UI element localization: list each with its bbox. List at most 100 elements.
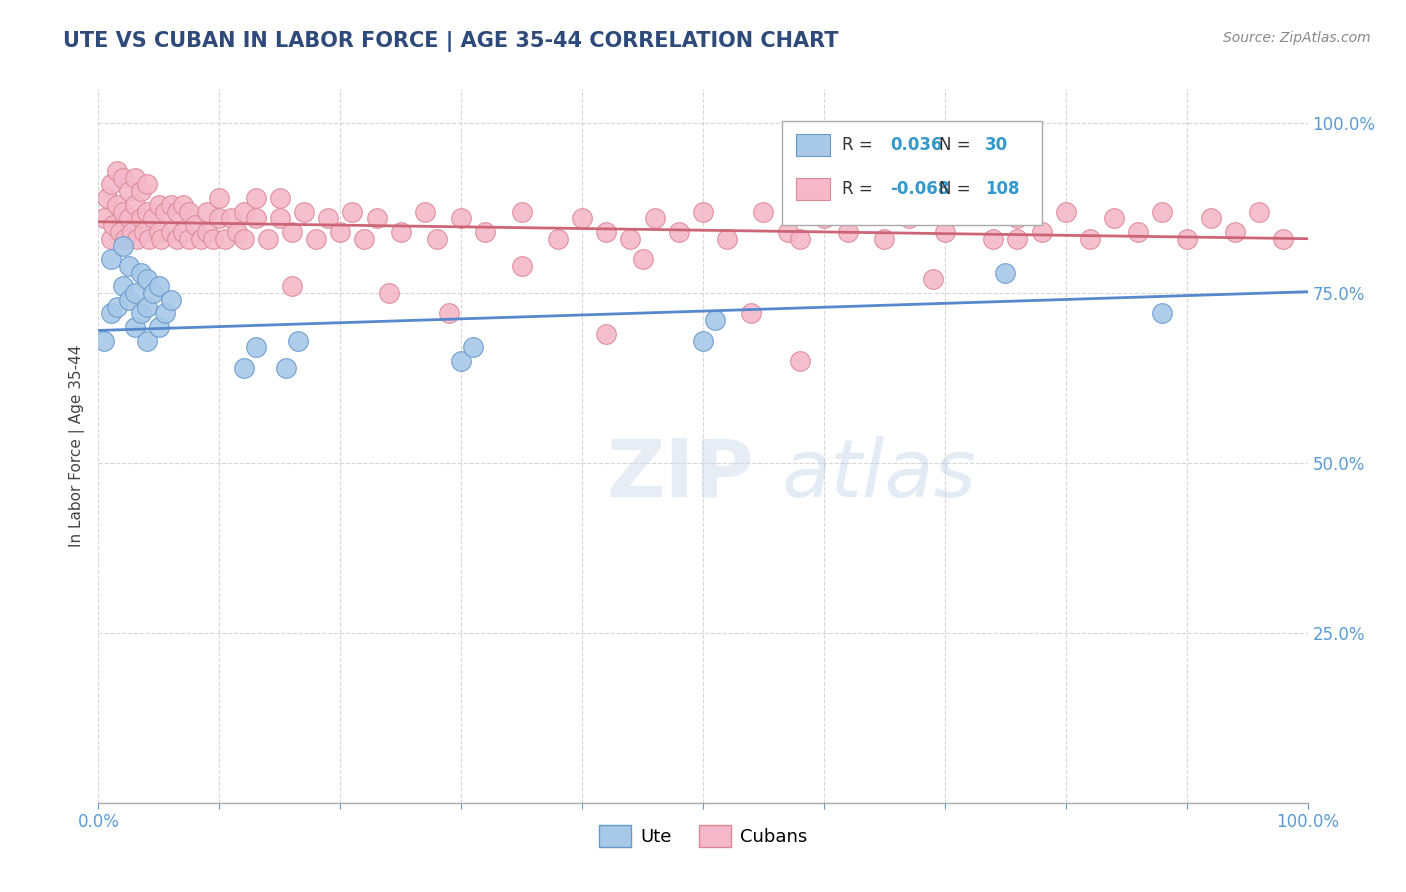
- Point: [135, 272, 157, 286]
- Point: [184, 218, 207, 232]
- Point: [921, 272, 943, 286]
- Point: [1249, 204, 1271, 219]
- Point: [153, 204, 176, 219]
- Point: [692, 334, 714, 348]
- Point: [105, 300, 128, 314]
- Y-axis label: In Labor Force | Age 35-44: In Labor Force | Age 35-44: [69, 345, 84, 547]
- Point: [510, 204, 533, 219]
- Bar: [796, 178, 830, 200]
- Point: [142, 286, 165, 301]
- Point: [111, 204, 134, 219]
- Point: [160, 225, 183, 239]
- Point: [510, 259, 533, 273]
- Text: R =: R =: [842, 180, 873, 198]
- Point: [437, 306, 460, 320]
- Point: [269, 191, 291, 205]
- Point: [595, 225, 617, 239]
- Point: [413, 204, 436, 219]
- Point: [377, 286, 399, 301]
- Point: [631, 252, 654, 266]
- Point: [148, 320, 170, 334]
- Point: [202, 232, 225, 246]
- Point: [389, 225, 412, 239]
- Point: [813, 211, 835, 226]
- Point: [1128, 225, 1150, 239]
- Point: [105, 163, 128, 178]
- Point: [160, 293, 183, 307]
- Point: [148, 225, 170, 239]
- Point: [595, 326, 617, 341]
- Point: [124, 320, 146, 334]
- Point: [232, 360, 254, 375]
- Point: [172, 198, 194, 212]
- Point: [1031, 225, 1053, 239]
- Point: [752, 204, 775, 219]
- Point: [124, 170, 146, 185]
- Point: [111, 238, 134, 252]
- Point: [124, 286, 146, 301]
- Point: [245, 341, 267, 355]
- Point: [121, 225, 143, 239]
- Point: [1102, 211, 1125, 226]
- Text: R =: R =: [842, 136, 873, 153]
- Text: 108: 108: [984, 180, 1019, 198]
- Point: [305, 232, 328, 246]
- Point: [129, 306, 152, 320]
- Point: [274, 360, 297, 375]
- Point: [1272, 232, 1295, 246]
- Point: [135, 334, 157, 348]
- Point: [93, 211, 115, 226]
- Point: [100, 306, 122, 320]
- Point: [232, 232, 254, 246]
- Point: [245, 211, 267, 226]
- Point: [96, 191, 118, 205]
- Point: [716, 232, 738, 246]
- Point: [118, 184, 141, 198]
- Point: [179, 204, 201, 219]
- Point: [100, 178, 122, 192]
- Text: atlas: atlas: [782, 435, 976, 514]
- Point: [281, 225, 304, 239]
- Point: [245, 191, 267, 205]
- Point: [934, 225, 956, 239]
- Point: [232, 204, 254, 219]
- Point: [129, 211, 152, 226]
- Point: [118, 293, 141, 307]
- Point: [1152, 204, 1174, 219]
- Text: ZIP: ZIP: [606, 435, 754, 514]
- Point: [142, 211, 165, 226]
- Point: [195, 204, 218, 219]
- Point: [160, 198, 183, 212]
- Point: [195, 225, 218, 239]
- Point: [342, 204, 364, 219]
- Point: [789, 354, 811, 368]
- Point: [329, 225, 352, 239]
- Point: [1152, 306, 1174, 320]
- Text: UTE VS CUBAN IN LABOR FORCE | AGE 35-44 CORRELATION CHART: UTE VS CUBAN IN LABOR FORCE | AGE 35-44 …: [63, 31, 839, 53]
- Point: [981, 232, 1004, 246]
- Point: [100, 232, 122, 246]
- Point: [148, 279, 170, 293]
- Point: [1199, 211, 1222, 226]
- Point: [118, 259, 141, 273]
- Point: [114, 232, 136, 246]
- Point: [118, 211, 141, 226]
- Point: [124, 198, 146, 212]
- Point: [93, 334, 115, 348]
- Text: 0.036: 0.036: [890, 136, 943, 153]
- Point: [153, 306, 176, 320]
- Point: [644, 211, 666, 226]
- Point: [366, 211, 388, 226]
- Point: [208, 211, 231, 226]
- Point: [547, 232, 569, 246]
- Text: N =: N =: [939, 136, 970, 153]
- Point: [426, 232, 449, 246]
- Point: [474, 225, 496, 239]
- Point: [166, 204, 188, 219]
- Point: [1078, 232, 1101, 246]
- Point: [353, 232, 375, 246]
- Point: [150, 232, 173, 246]
- Point: [129, 184, 152, 198]
- Point: [179, 232, 201, 246]
- Point: [450, 211, 472, 226]
